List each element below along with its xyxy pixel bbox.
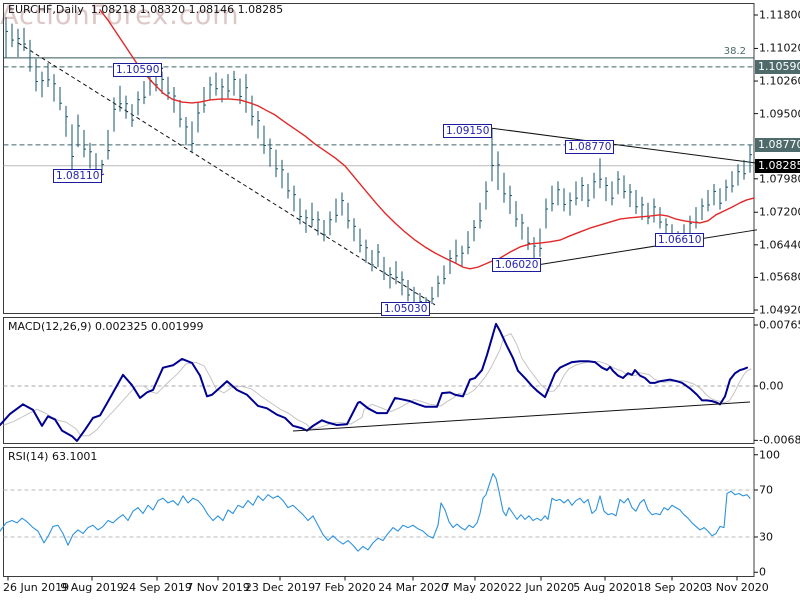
rsi-panel-frame xyxy=(3,447,755,577)
price-axis-tick: 1.11800 xyxy=(759,8,800,22)
price-axis-tick: 1.07980 xyxy=(759,172,800,186)
macd-axis-tick: -0.006822 xyxy=(759,433,800,447)
price-axis-highlight-1.08770: 1.08770 xyxy=(755,137,800,152)
macd-axis-tick: 0.007655 xyxy=(759,318,800,332)
rsi-axis-tick: 70 xyxy=(759,483,773,497)
price-callout-1.06610: 1.06610 xyxy=(655,233,705,247)
price-callout-1.08770: 1.08770 xyxy=(565,140,615,154)
triangle-trendline-2 xyxy=(536,229,758,266)
macd-indicator-label: MACD(12,26,9) 0.002325 0.001999 xyxy=(8,320,204,333)
price-callout-1.10590: 1.10590 xyxy=(113,63,163,77)
price-panel-frame xyxy=(3,3,755,314)
triangle-trendline-1 xyxy=(491,127,756,164)
price-axis-tick: 1.07200 xyxy=(759,205,800,219)
macd-trendline xyxy=(292,401,751,432)
price-axis-highlight-1.08285: 1.08285 xyxy=(755,158,800,173)
rsi-axis-tick: 30 xyxy=(759,530,773,544)
price-axis-tick: 1.10260 xyxy=(759,74,800,88)
date-axis-label: 7 May 2020 xyxy=(442,581,508,594)
date-axis-label: 18 Sep 2020 xyxy=(637,581,707,594)
rsi-axis-tick: 100 xyxy=(759,448,780,462)
date-axis-label: 3 Nov 2020 xyxy=(705,581,769,594)
macd-axis-tick: 0.00 xyxy=(759,379,784,393)
date-axis-label: 22 Jun 2020 xyxy=(507,581,575,594)
falling-dashed-trendline xyxy=(17,42,436,306)
price-callout-1.09150: 1.09150 xyxy=(443,124,493,138)
fib-retracement-label: 38.2 xyxy=(723,46,746,57)
price-axis-tick: 1.11020 xyxy=(759,41,800,55)
price-axis-tick: 1.04920 xyxy=(759,303,800,317)
actionforex-watermark: ActionForex.com xyxy=(0,0,240,31)
price-callout-1.05030: 1.05030 xyxy=(381,302,431,316)
price-axis-tick: 1.06440 xyxy=(759,238,800,252)
date-axis-label: 9 Aug 2019 xyxy=(60,581,124,594)
date-axis-label: 24 Mar 2020 xyxy=(378,581,448,594)
chart-title: EURCHF,Daily 1.08218 1.08320 1.08146 1.0… xyxy=(8,3,284,16)
date-axis-label: 23 Dec 2019 xyxy=(244,581,316,594)
price-axis-tick: 1.09500 xyxy=(759,107,800,121)
rsi-indicator-label: RSI(14) 63.1001 xyxy=(8,450,98,463)
price-callout-1.08110: 1.08110 xyxy=(53,169,103,183)
macd-panel-frame xyxy=(3,317,755,444)
price-axis-tick: 1.05680 xyxy=(759,270,800,284)
macd-signal-line xyxy=(3,333,752,437)
macd-main-line xyxy=(0,322,748,442)
date-axis-label: 26 Jun 2019 xyxy=(3,581,70,594)
moving-average-line xyxy=(99,9,755,270)
price-callout-1.06020: 1.06020 xyxy=(492,258,542,272)
date-axis-label: 7 Nov 2019 xyxy=(186,581,250,594)
date-axis-label: 24 Sep 2019 xyxy=(122,581,192,594)
price-axis-highlight-1.10590: 1.10590 xyxy=(755,59,800,74)
date-axis-label: 5 Aug 2020 xyxy=(573,581,637,594)
rsi-line xyxy=(0,472,751,552)
date-axis-label: 7 Feb 2020 xyxy=(314,581,376,594)
rsi-axis-tick: 0 xyxy=(759,565,766,579)
